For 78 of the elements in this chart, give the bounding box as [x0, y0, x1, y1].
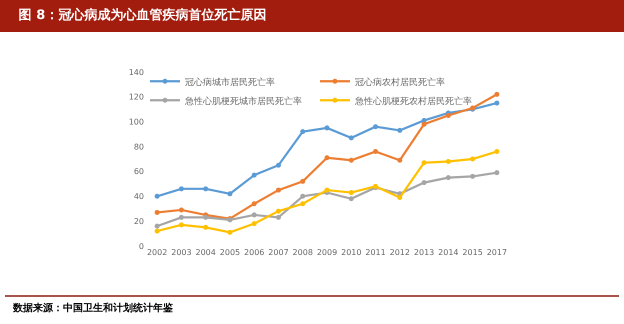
point [154, 194, 160, 199]
legend-label: 急性心肌梗死城市居民死亡率 [184, 96, 302, 107]
point [300, 201, 306, 206]
point [348, 190, 354, 196]
y-tick-label: 20 [134, 216, 144, 226]
point [178, 222, 184, 228]
point [252, 201, 257, 206]
point [446, 158, 451, 164]
y-tick-label: 80 [134, 142, 144, 152]
point [446, 113, 451, 118]
point [422, 122, 427, 127]
x-tick-label: 2009 [316, 248, 338, 257]
point [252, 212, 257, 218]
point [178, 214, 184, 220]
x-tick-label: 2013 [414, 248, 434, 257]
source-note: 数据来源：中国卫生和计划统计年鉴 [12, 302, 173, 314]
point [397, 158, 402, 163]
x-tick-label: 2011 [365, 248, 386, 257]
x-tick-label: 2007 [268, 248, 289, 257]
point [324, 155, 330, 160]
point [300, 129, 306, 134]
y-tick-label: 0 [138, 242, 144, 251]
chart-title: 图 8：冠心病成为心血管疾病首位死亡原因 [18, 7, 266, 24]
x-tick-label: 2008 [292, 248, 313, 257]
point [446, 175, 451, 180]
point [154, 224, 160, 229]
x-tick-label: 2014 [438, 248, 459, 257]
legend-label: 急性心肌梗死农村居民死亡率 [354, 96, 472, 107]
point [324, 188, 330, 193]
point [276, 214, 281, 220]
x-tick-label: 2002 [146, 248, 168, 257]
point [470, 156, 476, 162]
point [276, 188, 281, 193]
point [397, 195, 402, 200]
x-tick-label: 2005 [220, 248, 240, 257]
point [276, 162, 281, 168]
point [252, 221, 257, 226]
point [300, 194, 306, 199]
point [178, 186, 184, 192]
point [203, 224, 208, 230]
x-tick-label: 2012 [390, 248, 410, 257]
point [422, 180, 427, 186]
point [348, 158, 354, 163]
x-tick-label: 2004 [195, 248, 216, 257]
point [154, 210, 160, 215]
point [494, 170, 500, 176]
point [397, 128, 402, 133]
point [348, 135, 354, 140]
point [227, 230, 232, 235]
point [227, 191, 232, 196]
y-tick-label: 40 [134, 192, 144, 202]
point [373, 124, 378, 130]
point [348, 196, 354, 202]
point [252, 172, 257, 178]
x-tick-label: 2015 [462, 248, 483, 257]
x-tick-label: 2003 [171, 248, 192, 257]
legend-label: 冠心病城市居民死亡率 [185, 76, 275, 88]
point [494, 92, 500, 97]
point [178, 207, 184, 212]
y-tick-label: 120 [128, 92, 144, 102]
point [422, 160, 427, 166]
point [300, 178, 306, 184]
point [494, 149, 500, 154]
y-tick-label: 140 [128, 68, 144, 77]
point [276, 208, 281, 214]
point [470, 174, 476, 179]
point [324, 125, 330, 130]
point [203, 186, 208, 192]
point [373, 149, 378, 154]
y-tick-label: 60 [134, 167, 144, 176]
point [203, 214, 208, 220]
y-tick-label: 100 [128, 118, 144, 127]
x-tick-label: 2017 [486, 248, 508, 257]
point [154, 228, 160, 234]
x-tick-label: 2010 [341, 248, 362, 257]
legend-label: 冠心病农村居民死亡率 [355, 76, 445, 88]
point [494, 100, 500, 106]
x-tick-label: 2006 [244, 248, 264, 257]
